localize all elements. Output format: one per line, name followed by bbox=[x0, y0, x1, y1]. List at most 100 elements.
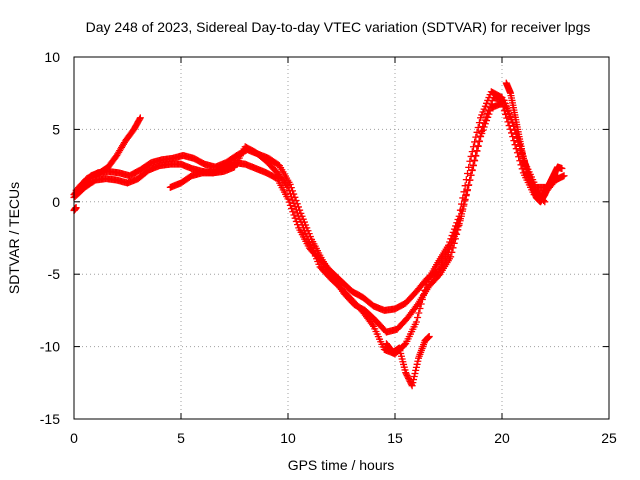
data-point bbox=[485, 106, 493, 114]
data-point bbox=[486, 103, 494, 111]
data-point bbox=[454, 215, 462, 223]
data-point bbox=[407, 380, 415, 388]
data-point bbox=[467, 171, 475, 179]
y-axis-label: SDTVAR / TECUs bbox=[6, 182, 22, 294]
x-tick-label: 0 bbox=[70, 430, 78, 446]
data-point bbox=[409, 379, 417, 387]
x-axis-label: GPS time / hours bbox=[288, 457, 395, 473]
data-point bbox=[462, 176, 470, 184]
data-point bbox=[463, 187, 471, 195]
data-point bbox=[447, 253, 455, 261]
data-point bbox=[284, 183, 292, 191]
data-point bbox=[418, 295, 426, 303]
data-point bbox=[446, 238, 454, 246]
data-point bbox=[289, 208, 297, 216]
data-point bbox=[408, 382, 416, 390]
data-point bbox=[476, 132, 484, 140]
data-point bbox=[292, 206, 300, 214]
data-point bbox=[417, 300, 425, 308]
data-point bbox=[455, 212, 463, 220]
data-point bbox=[468, 148, 476, 156]
data-point bbox=[420, 291, 428, 299]
data-point bbox=[414, 313, 422, 321]
data-point bbox=[473, 147, 481, 155]
data-point bbox=[288, 193, 296, 201]
x-tick-label: 15 bbox=[387, 430, 403, 446]
series-track-1 bbox=[70, 99, 568, 314]
data-point bbox=[503, 114, 511, 122]
data-point bbox=[412, 363, 420, 371]
data-point bbox=[469, 161, 477, 169]
data-point bbox=[472, 151, 480, 159]
series-track-5 bbox=[382, 332, 433, 390]
data-point bbox=[368, 321, 376, 329]
data-point bbox=[288, 205, 296, 213]
data-point bbox=[475, 137, 483, 145]
chart-title: Day 248 of 2023, Sidereal Day-to-day VTE… bbox=[86, 19, 591, 35]
data-point bbox=[450, 225, 458, 233]
data-point bbox=[286, 201, 294, 209]
x-tick-label: 5 bbox=[177, 430, 185, 446]
data-point bbox=[285, 198, 293, 206]
data-point bbox=[289, 196, 297, 204]
data-point bbox=[410, 376, 418, 384]
data-point bbox=[290, 199, 298, 207]
data-point bbox=[474, 142, 482, 150]
data-point bbox=[453, 219, 461, 227]
data-point bbox=[425, 332, 433, 340]
data-point bbox=[413, 360, 421, 368]
data-point bbox=[412, 318, 420, 326]
data-point bbox=[411, 369, 419, 377]
data-point bbox=[472, 133, 480, 141]
data-point bbox=[412, 366, 420, 374]
data-point bbox=[458, 200, 466, 208]
series-track-3 bbox=[70, 114, 144, 199]
plot-frame bbox=[73, 56, 610, 420]
y-tick-label: 10 bbox=[44, 49, 60, 65]
y-tick-label: -5 bbox=[48, 266, 61, 282]
data-point bbox=[284, 195, 292, 203]
data-point bbox=[449, 228, 457, 236]
data-point bbox=[414, 357, 422, 365]
data-point bbox=[294, 209, 302, 217]
data-point bbox=[136, 115, 144, 123]
data-point bbox=[291, 214, 299, 222]
data-point bbox=[478, 127, 486, 135]
data-point bbox=[401, 341, 409, 349]
data-point bbox=[482, 113, 490, 121]
y-tick-label: 5 bbox=[52, 121, 60, 137]
y-tick-label: 0 bbox=[52, 194, 60, 210]
series-track-4 bbox=[166, 88, 549, 358]
data-point bbox=[473, 128, 481, 136]
data-point bbox=[415, 309, 423, 317]
data-point bbox=[483, 110, 491, 118]
data-point bbox=[447, 235, 455, 243]
x-tick-label: 25 bbox=[601, 430, 617, 446]
data-point bbox=[479, 123, 487, 131]
x-tick-label: 20 bbox=[494, 430, 510, 446]
data-point bbox=[558, 164, 566, 172]
data-point bbox=[475, 119, 483, 127]
series-track-2 bbox=[72, 94, 562, 336]
data-point bbox=[456, 206, 464, 214]
axis-ticks bbox=[73, 56, 610, 420]
data-point bbox=[286, 190, 294, 198]
data-point bbox=[448, 232, 456, 240]
data-point bbox=[460, 188, 468, 196]
series-track-7 bbox=[70, 204, 80, 214]
grid-lines bbox=[74, 57, 609, 419]
data-point bbox=[422, 282, 430, 290]
data-point bbox=[459, 194, 467, 202]
data-point bbox=[448, 248, 456, 256]
data-point bbox=[471, 138, 479, 146]
series-track-6 bbox=[502, 79, 566, 206]
data-point bbox=[466, 157, 474, 165]
data-point bbox=[465, 163, 473, 171]
data-point bbox=[285, 187, 293, 195]
data-point bbox=[560, 172, 568, 180]
data-point bbox=[410, 373, 418, 381]
data-point bbox=[416, 304, 424, 312]
data-points bbox=[70, 79, 568, 390]
data-point bbox=[136, 114, 144, 122]
